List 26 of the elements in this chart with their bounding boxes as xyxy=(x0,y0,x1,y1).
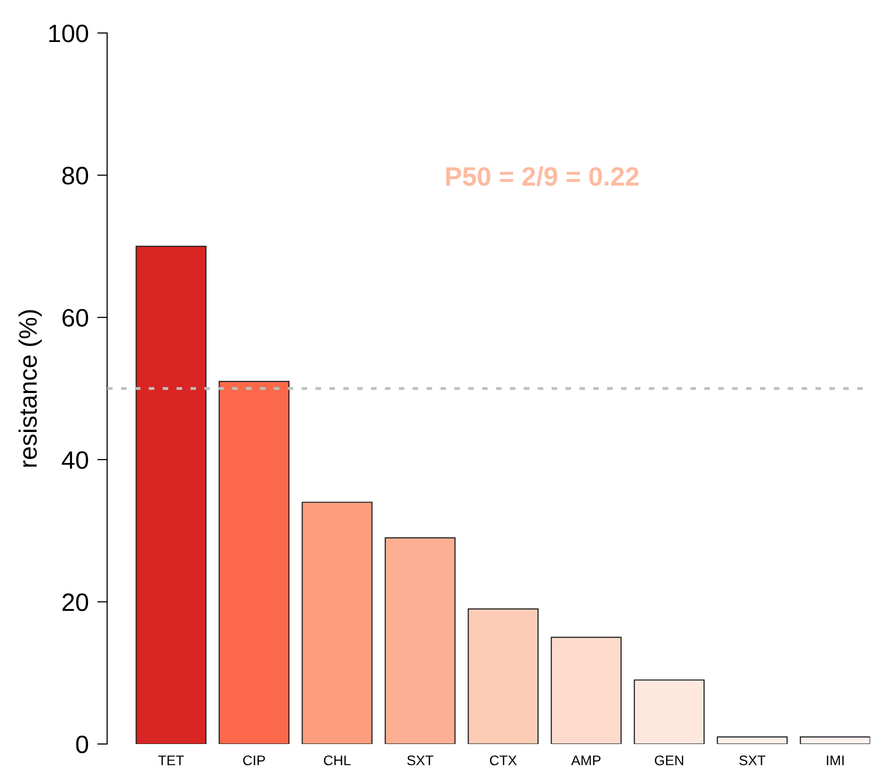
x-tick-label: CTX xyxy=(490,755,517,766)
bar xyxy=(634,679,705,744)
bar xyxy=(302,502,373,744)
x-tick-label: IMI xyxy=(826,756,844,766)
y-tick-label: 60 xyxy=(62,309,88,327)
bar xyxy=(218,380,290,744)
y-tick-label: 40 xyxy=(62,451,88,469)
bar xyxy=(384,537,456,744)
x-tick-label: CHL xyxy=(324,755,351,766)
y-tick-label: 20 xyxy=(62,593,88,612)
bar xyxy=(468,608,539,744)
bar xyxy=(716,736,788,744)
bar xyxy=(550,636,622,744)
x-tick-label: GEN xyxy=(654,755,684,766)
x-tick-label: CIP xyxy=(243,755,265,766)
x-tick-label: SXT xyxy=(407,755,434,766)
annotation: P50 = 2/9 = 0.22 xyxy=(446,166,639,186)
bar xyxy=(136,246,206,744)
y-tick-label: 80 xyxy=(62,166,88,185)
y-tick-label: 100 xyxy=(49,24,88,42)
x-tick-label: SXT xyxy=(739,755,766,766)
x-tick-label: AMP xyxy=(571,756,600,766)
y-tick-label: 0 xyxy=(76,736,88,754)
x-tick-label: TET xyxy=(158,756,184,766)
y-axis-title: resistance (%) xyxy=(18,310,42,467)
bar xyxy=(800,736,870,744)
